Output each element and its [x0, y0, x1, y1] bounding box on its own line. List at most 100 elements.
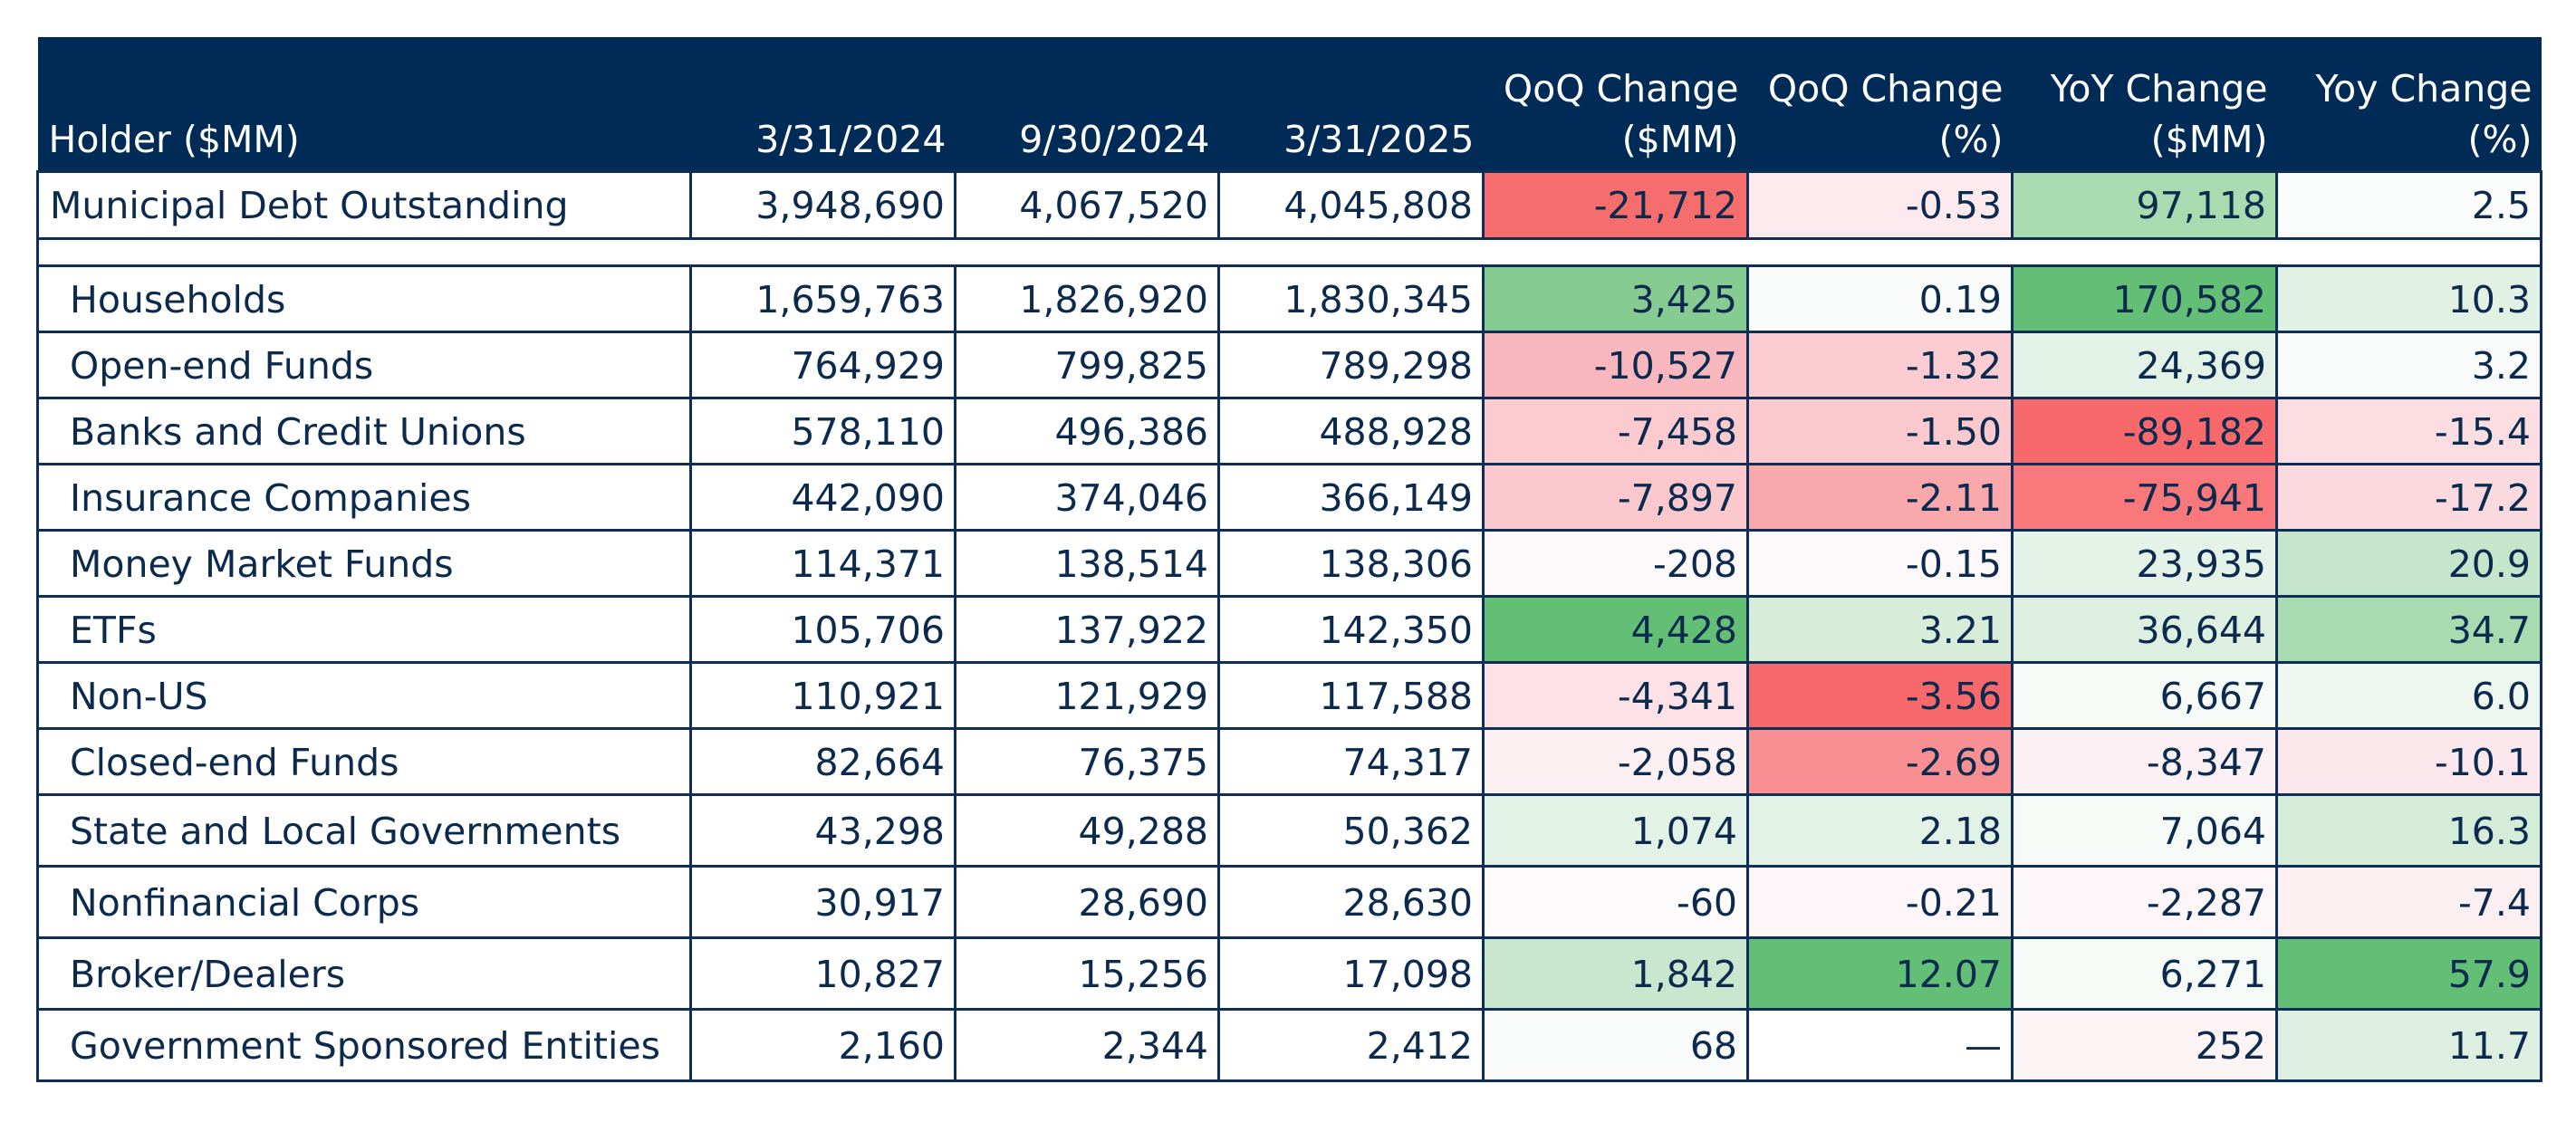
qoq-change-mm-cell: -7,458 — [1482, 396, 1749, 465]
spacer-cell — [36, 236, 2542, 267]
yoy-change-pct-cell: 34.7 — [2275, 594, 2542, 664]
header-holder-label: Holder ($MM) — [48, 117, 300, 161]
header-date-2024-03: 3/31/2024 — [690, 37, 956, 171]
value-2025-03-cell: 50,362 — [1217, 792, 1485, 868]
value-2024-03-cell: 2,160 — [689, 1007, 956, 1082]
header-date-2025-03: 3/31/2025 — [1218, 37, 1484, 171]
header-yoy-pct: Yoy Change (%) — [2276, 37, 2542, 171]
header-qoq-mm-line1: QoQ Change — [1503, 66, 1739, 110]
table-row: Government Sponsored Entities 2,160 2,344 2… — [36, 1007, 2542, 1082]
total-value-2024-03: 3,948,690 — [689, 169, 956, 240]
value-2025-03-cell: 1,830,345 — [1217, 264, 1485, 333]
header-holder: Holder ($MM) — [37, 37, 691, 171]
yoy-change-pct-cell: 57.9 — [2275, 935, 2542, 1011]
value-2025-03-cell: 488,928 — [1217, 396, 1485, 465]
table-row: ETFs 105,706 137,922 142,350 4,428 3.21 36,644… — [36, 594, 2542, 664]
yoy-change-pct-cell: 11.7 — [2275, 1007, 2542, 1082]
holder-name-cell: Open-end Funds — [36, 330, 692, 399]
value-2024-03-cell: 1,659,763 — [689, 264, 956, 333]
qoq-change-mm-cell: -60 — [1482, 864, 1749, 939]
yoy-change-pct-cell: 3.2 — [2275, 330, 2542, 399]
value-2025-03-cell: 138,306 — [1217, 528, 1485, 598]
total-value-2024-09: 4,067,520 — [954, 169, 1220, 240]
qoq-change-mm-cell: -10,527 — [1482, 330, 1749, 399]
yoy-change-mm-cell: 24,369 — [2011, 330, 2278, 399]
qoq-change-mm-cell: 1,074 — [1482, 792, 1749, 868]
yoy-change-mm-cell: 7,064 — [2011, 792, 2278, 868]
value-2024-09-cell: 137,922 — [954, 594, 1220, 664]
header-qoq-pct-line2: (%) — [1938, 117, 2004, 161]
value-2024-09-cell: 49,288 — [954, 792, 1220, 868]
value-2024-03-cell: 764,929 — [689, 330, 956, 399]
qoq-change-pct-cell: -0.21 — [1746, 864, 2014, 939]
value-2024-09-cell: 28,690 — [954, 864, 1220, 939]
table-row: Banks and Credit Unions 578,110 496,386 488… — [36, 396, 2542, 465]
qoq-change-mm-cell: -208 — [1482, 528, 1749, 598]
value-2024-09-cell: 138,514 — [954, 528, 1220, 598]
qoq-change-pct-cell: -0.15 — [1746, 528, 2014, 598]
value-2025-03-cell: 789,298 — [1217, 330, 1485, 399]
value-2024-03-cell: 442,090 — [689, 462, 956, 532]
qoq-change-mm-cell: 3,425 — [1482, 264, 1749, 333]
header-qoq-mm: QoQ Change ($MM) — [1483, 37, 1748, 171]
header-date-2025-03-label: 3/31/2025 — [1283, 117, 1475, 161]
header-yoy-mm-line2: ($MM) — [2150, 117, 2268, 161]
value-2024-03-cell: 10,827 — [689, 935, 956, 1011]
value-2024-03-cell: 110,921 — [689, 660, 956, 730]
value-2024-03-cell: 43,298 — [689, 792, 956, 868]
table-row: State and Local Governments 43,298 49,288 5… — [36, 792, 2542, 868]
value-2025-03-cell: 142,350 — [1217, 594, 1485, 664]
yoy-change-pct-cell: 6.0 — [2275, 660, 2542, 730]
holder-name-cell: Broker/Dealers — [36, 935, 692, 1011]
header-date-2024-03-label: 3/31/2024 — [755, 117, 947, 161]
qoq-change-pct-cell: 2.18 — [1746, 792, 2014, 868]
qoq-change-pct-cell: 12.07 — [1746, 935, 2014, 1011]
total-qoq-pct: -0.53 — [1746, 169, 2014, 240]
total-qoq-mm: -21,712 — [1482, 169, 1749, 240]
yoy-change-pct-cell: 10.3 — [2275, 264, 2542, 333]
value-2025-03-cell: 74,317 — [1217, 726, 1485, 796]
qoq-change-pct-cell: -1.32 — [1746, 330, 2014, 399]
total-holder-cell: Municipal Debt Outstanding — [36, 169, 692, 240]
value-2024-09-cell: 121,929 — [954, 660, 1220, 730]
value-2025-03-cell: 366,149 — [1217, 462, 1485, 532]
holder-name-cell: Money Market Funds — [36, 528, 692, 598]
value-2025-03-cell: 117,588 — [1217, 660, 1485, 730]
header-qoq-mm-line2: ($MM) — [1621, 117, 1739, 161]
yoy-change-pct-cell: -10.1 — [2275, 726, 2542, 796]
table-row: Insurance Companies 442,090 374,046 366,149… — [36, 462, 2542, 532]
table-row: Money Market Funds 114,371 138,514 138,306-… — [36, 528, 2542, 598]
qoq-change-mm-cell: 4,428 — [1482, 594, 1749, 664]
total-value-2025-03: 4,045,808 — [1217, 169, 1485, 240]
yoy-change-mm-cell: 170,582 — [2011, 264, 2278, 333]
value-2025-03-cell: 17,098 — [1217, 935, 1485, 1011]
table-row: Broker/Dealers 10,827 15,256 17,098 1,842 12.… — [36, 935, 2542, 1011]
yoy-change-pct-cell: -15.4 — [2275, 396, 2542, 465]
header-qoq-pct: QoQ Change (%) — [1747, 37, 2013, 171]
header-row: Holder ($MM) 3/31/2024 9/30/2024 3/31/20… — [37, 37, 2542, 171]
yoy-change-pct-cell: 16.3 — [2275, 792, 2542, 868]
value-2024-03-cell: 30,917 — [689, 864, 956, 939]
value-2024-03-cell: 82,664 — [689, 726, 956, 796]
table-row: Households 1,659,763 1,826,920 1,830,345 3,4… — [36, 264, 2542, 333]
qoq-change-mm-cell: 1,842 — [1482, 935, 1749, 1011]
holder-name-cell: ETFs — [36, 594, 692, 664]
header-date-2024-09-label: 9/30/2024 — [1019, 117, 1210, 161]
yoy-change-mm-cell: 23,935 — [2011, 528, 2278, 598]
yoy-change-mm-cell: -2,287 — [2011, 864, 2278, 939]
holder-name-cell: State and Local Governments — [36, 792, 692, 868]
qoq-change-pct-cell: -3.56 — [1746, 660, 2014, 730]
qoq-change-pct-cell: -2.69 — [1746, 726, 2014, 796]
holder-name-cell: Government Sponsored Entities — [36, 1007, 692, 1082]
table-header: Holder ($MM) 3/31/2024 9/30/2024 3/31/20… — [37, 37, 2542, 171]
table-row: Nonfinancial Corps 30,917 28,690 28,630 -60-… — [36, 864, 2542, 939]
qoq-change-mm-cell: -4,341 — [1482, 660, 1749, 730]
header-date-2024-09: 9/30/2024 — [955, 37, 1219, 171]
value-2024-03-cell: 105,706 — [689, 594, 956, 664]
holder-name-cell: Non-US — [36, 660, 692, 730]
qoq-change-pct-cell: — — [1746, 1007, 2014, 1082]
table-body: Municipal Debt Outstanding 3,948,690 4,0… — [36, 169, 2542, 1082]
value-2024-03-cell: 578,110 — [689, 396, 956, 465]
header-yoy-pct-line1: Yoy Change — [2315, 66, 2533, 110]
holder-name-cell: Households — [36, 264, 692, 333]
